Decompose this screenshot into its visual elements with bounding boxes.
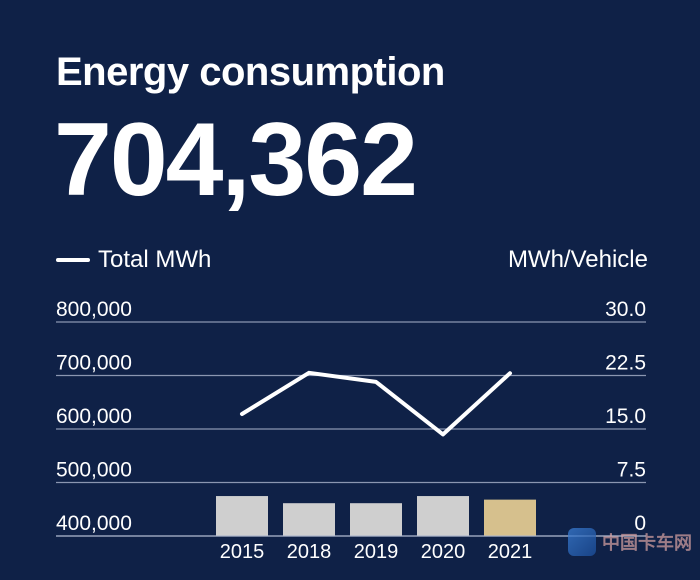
- x-tick-label: 2018: [287, 541, 332, 563]
- left-tick-label: 800,000: [56, 298, 132, 321]
- bar-2018: [283, 503, 335, 536]
- bar-2020: [417, 496, 469, 536]
- left-tick-label: 600,000: [56, 405, 132, 428]
- right-tick-label: 30.0: [605, 298, 646, 321]
- right-tick-label: 22.5: [605, 352, 646, 375]
- x-tick-label: 2021: [488, 541, 533, 563]
- left-tick-label: 500,000: [56, 459, 132, 482]
- x-tick-label: 2020: [421, 541, 466, 563]
- right-tick-label: 15.0: [605, 405, 646, 428]
- truck-logo-icon: [568, 528, 596, 556]
- left-tick-label: 700,000: [56, 352, 132, 375]
- bar-2019: [350, 503, 402, 536]
- total-value: 704,362: [54, 102, 418, 218]
- right-tick-label: 0: [634, 512, 646, 535]
- bar-2021: [484, 499, 536, 536]
- watermark-text: 中国卡车网: [602, 533, 692, 554]
- bar-2015: [216, 496, 268, 536]
- right-axis-title: MWh/Vehicle: [507, 246, 648, 273]
- right-tick-label: 7.5: [617, 459, 646, 482]
- chart-title: Energy consumption: [56, 50, 445, 94]
- x-tick-label: 2015: [220, 541, 265, 563]
- left-tick-label: 400,000: [56, 512, 132, 535]
- x-tick-label: 2019: [354, 541, 399, 563]
- watermark: 中国卡车网: [552, 522, 692, 562]
- legend-label: Total MWh: [98, 246, 212, 273]
- legend-line-swatch: [56, 258, 90, 262]
- total-mwh-line: [240, 370, 512, 437]
- legend: Total MWh: [56, 248, 211, 272]
